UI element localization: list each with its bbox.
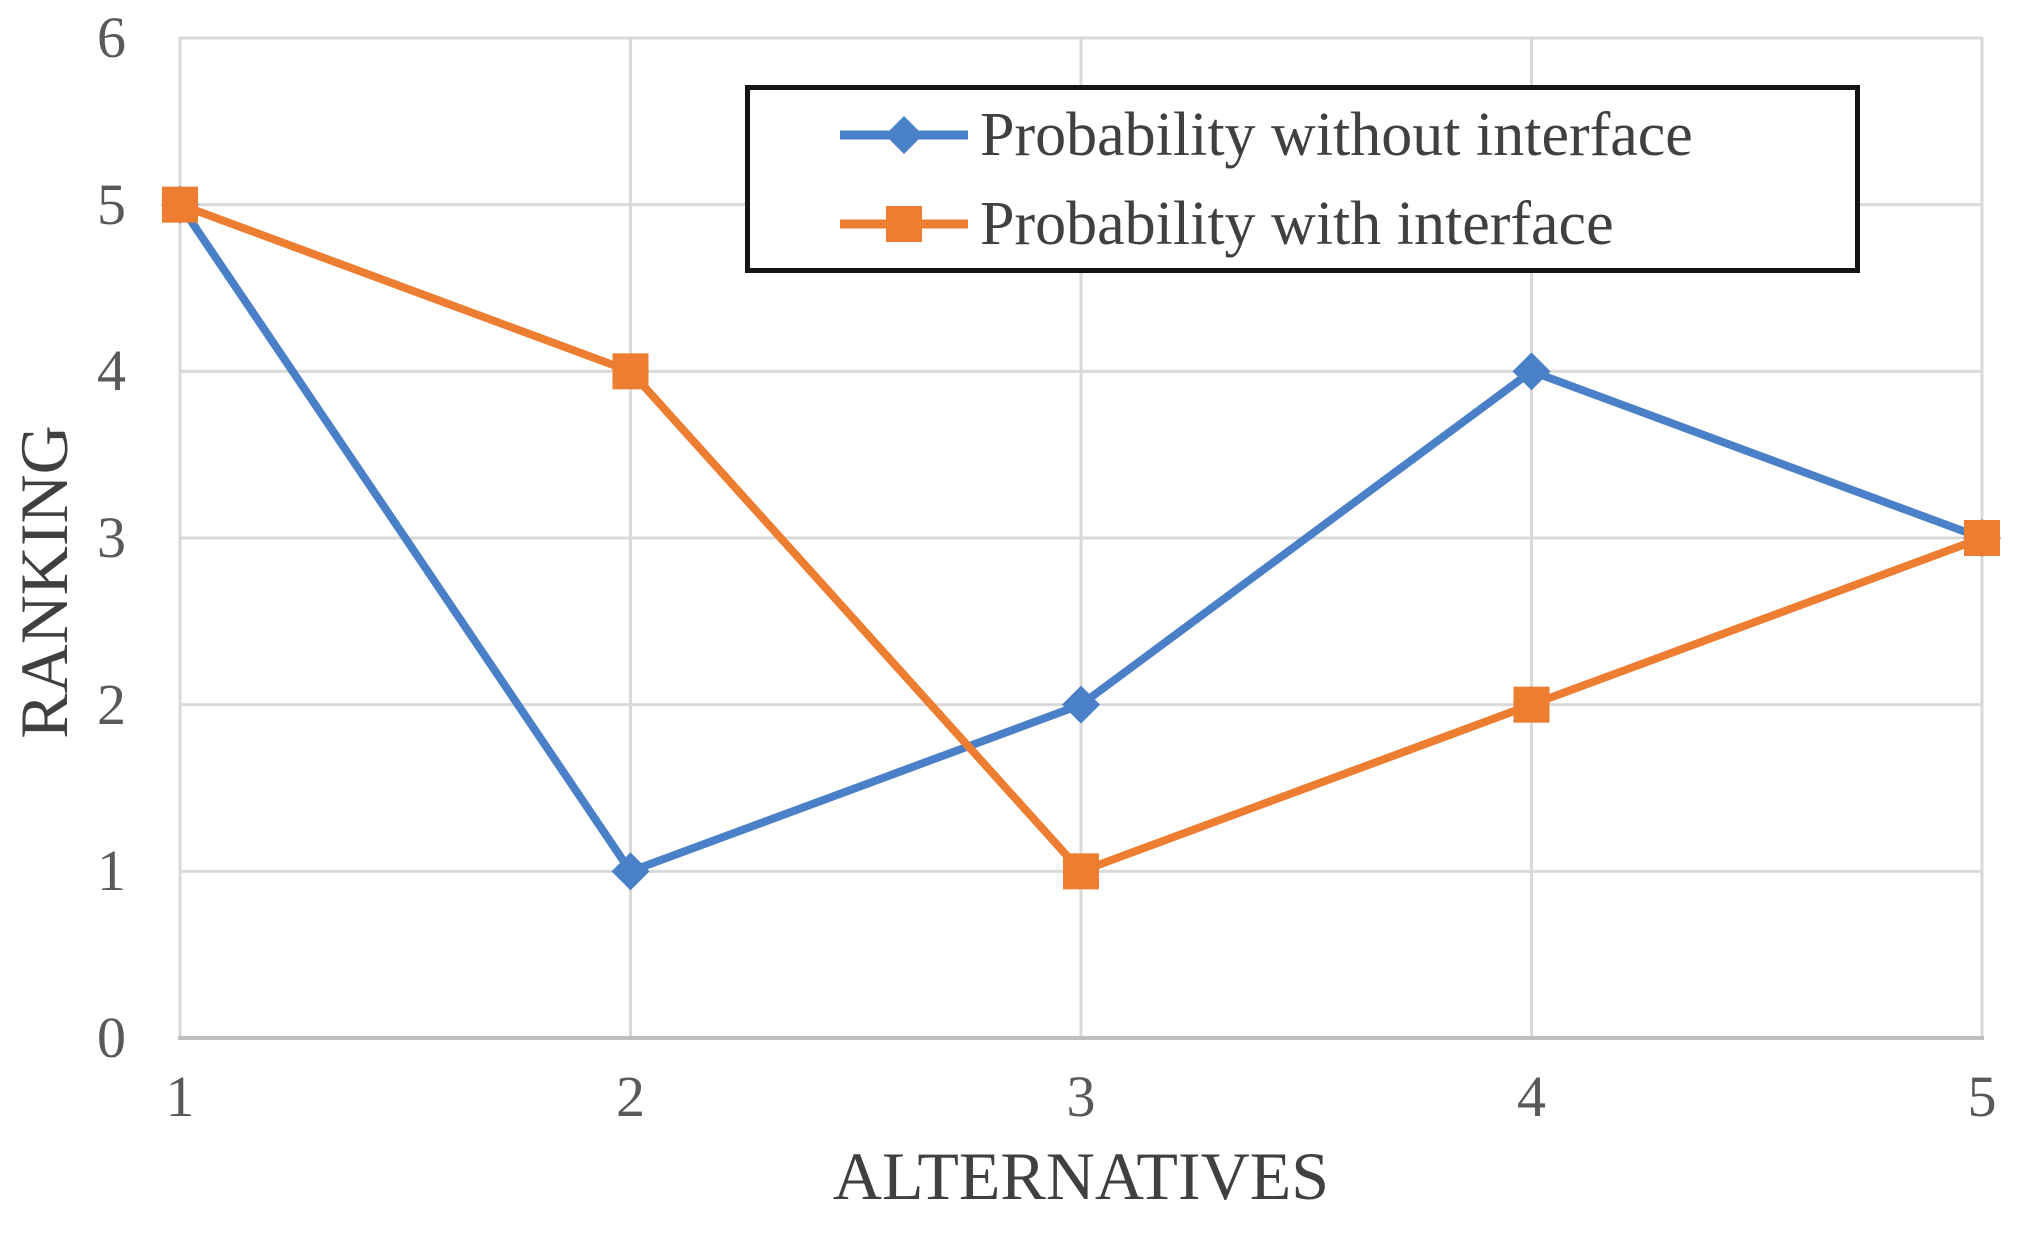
data-point-square [1513,686,1550,723]
data-point-square [1964,520,2000,556]
data-point-square [886,205,922,242]
y-tick-label: 0 [97,1005,126,1070]
x-tick-label: 2 [616,1064,645,1129]
y-tick-label: 3 [97,505,126,570]
y-tick-label: 1 [97,838,126,904]
data-point-diamond [885,115,923,154]
legend: Probability without interface Probabilit… [745,85,1860,273]
data-point-square [162,186,198,223]
data-point-diamond [1512,352,1551,391]
y-tick-label: 2 [97,671,126,737]
y-tick-label: 6 [97,5,126,70]
series-1 [162,186,2000,890]
x-tick-label: 3 [1066,1064,1096,1129]
x-tick-label: 5 [1967,1064,1997,1129]
legend-label-with-interface: Probability with interface [980,189,1614,258]
x-tick-label: 1 [165,1064,195,1129]
y-tick-label: 4 [97,338,126,404]
legend-marker-square-icon [840,205,968,242]
data-point-square [1063,853,1099,890]
legend-item-with-interface: Probability with interface [838,192,1855,256]
y-tick-label: 5 [97,171,126,237]
data-point-diamond [1062,685,1100,724]
legend-item-without-interface: Probability without interface [838,103,1855,167]
data-point-square [612,353,649,390]
legend-label-without-interface: Probability without interface [980,100,1693,169]
data-point-diamond [611,852,650,891]
x-axis-title: ALTERNATIVES [832,1138,1330,1214]
x-tick-label: 4 [1517,1064,1546,1129]
y-axis-title: RANKING [6,425,82,739]
legend-marker-diamond-icon [840,115,968,154]
